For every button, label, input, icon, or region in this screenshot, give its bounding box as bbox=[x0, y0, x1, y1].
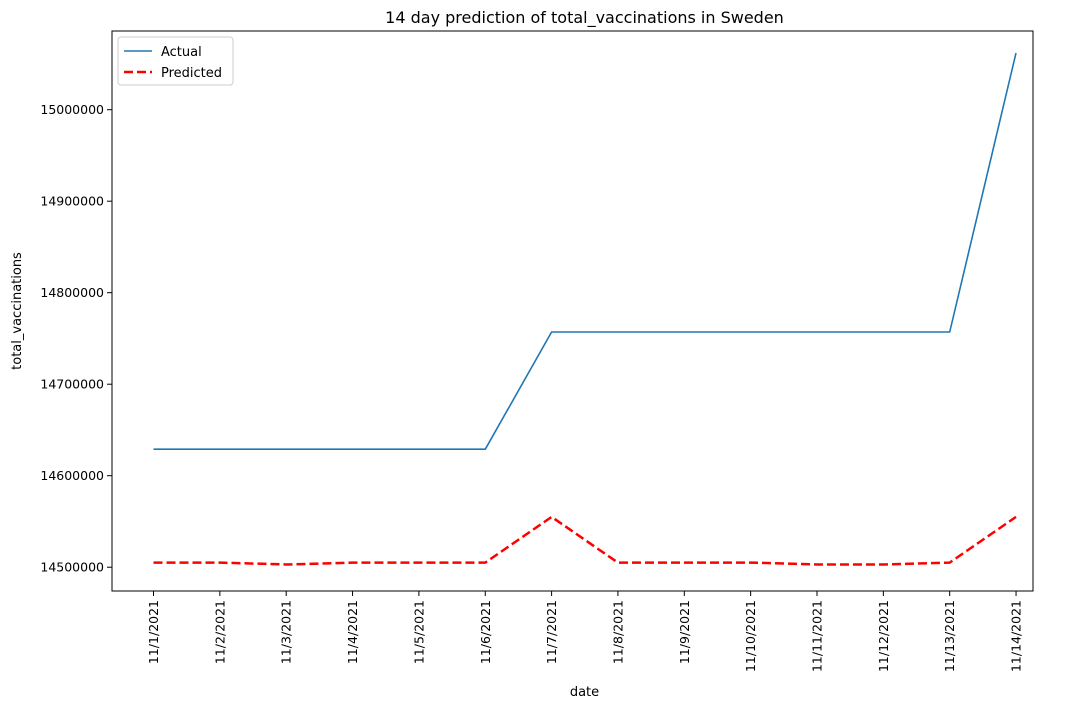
legend-label-actual: Actual bbox=[161, 45, 202, 60]
x-tick-label: 11/3/2021 bbox=[279, 600, 294, 664]
y-tick-label: 14500000 bbox=[40, 560, 104, 575]
x-tick-label: 11/6/2021 bbox=[478, 600, 493, 664]
x-tick-label: 11/11/2021 bbox=[810, 600, 825, 672]
x-tick-label: 11/8/2021 bbox=[610, 600, 625, 664]
x-tick-label: 11/10/2021 bbox=[743, 600, 758, 672]
y-axis-label: total_vaccinations bbox=[10, 252, 25, 370]
x-tick-label: 11/4/2021 bbox=[345, 600, 360, 664]
x-tick-label: 11/7/2021 bbox=[544, 600, 559, 664]
x-tick-label: 11/1/2021 bbox=[146, 600, 161, 664]
y-axis: 14500000 14600000 14700000 14800000 14900000… bbox=[40, 102, 112, 575]
x-tick-label: 11/5/2021 bbox=[411, 600, 426, 664]
y-tick-label: 14600000 bbox=[40, 468, 104, 483]
series-line-actual bbox=[153, 52, 1017, 451]
chart-title: 14 day prediction of total_vaccinations … bbox=[385, 8, 784, 28]
x-tick-label: 11/12/2021 bbox=[876, 600, 891, 672]
plot-area bbox=[111, 30, 1034, 592]
x-tick-label: 11/9/2021 bbox=[677, 600, 692, 664]
series-line-predicted bbox=[153, 515, 1017, 566]
x-tick-label: 11/2/2021 bbox=[212, 600, 227, 664]
series-lines bbox=[153, 52, 1017, 566]
x-tick-label: 11/13/2021 bbox=[942, 600, 957, 672]
legend-label-predicted: Predicted bbox=[161, 66, 222, 81]
x-tick-label: 11/14/2021 bbox=[1009, 600, 1024, 672]
legend-box bbox=[117, 36, 234, 86]
y-tick-label: 14900000 bbox=[40, 194, 104, 209]
x-axis: 11/1/2021 11/2/2021 11/3/2021 11/4/2021 11/5… bbox=[146, 591, 1024, 672]
y-tick-label: 15000000 bbox=[40, 102, 104, 117]
x-axis-label: date bbox=[570, 685, 599, 700]
legend: Actual Predicted bbox=[117, 36, 234, 86]
y-tick-label: 14800000 bbox=[40, 285, 104, 300]
y-tick-label: 14700000 bbox=[40, 377, 104, 392]
